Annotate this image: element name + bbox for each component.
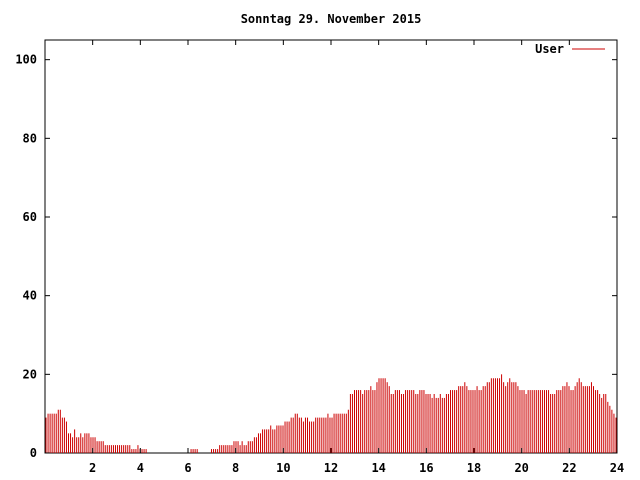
x-tick-label: 12 [324,461,338,475]
x-tick-label: 20 [514,461,528,475]
x-tick-label: 4 [137,461,144,475]
y-tick-label: 0 [30,446,37,460]
y-tick-label: 100 [15,53,37,67]
y-tick-label: 60 [23,210,37,224]
x-tick-label: 6 [184,461,191,475]
y-tick-label: 40 [23,289,37,303]
x-tick-label: 22 [562,461,576,475]
plot-frame [44,39,618,454]
x-tick-label: 2 [89,461,96,475]
y-tick-label: 80 [23,131,37,145]
x-tick-label: 18 [467,461,481,475]
x-tick-label: 8 [232,461,239,475]
y-tick-label: 20 [23,367,37,381]
chart-title: Sonntag 29. November 2015 [241,12,422,26]
x-tick-label: 16 [419,461,433,475]
x-tick-label: 14 [371,461,385,475]
x-tick-label: 24 [610,461,624,475]
x-tick-label: 10 [276,461,290,475]
legend: User [535,42,605,56]
legend-label-user: User [535,42,564,56]
bar-series-user [45,374,617,453]
